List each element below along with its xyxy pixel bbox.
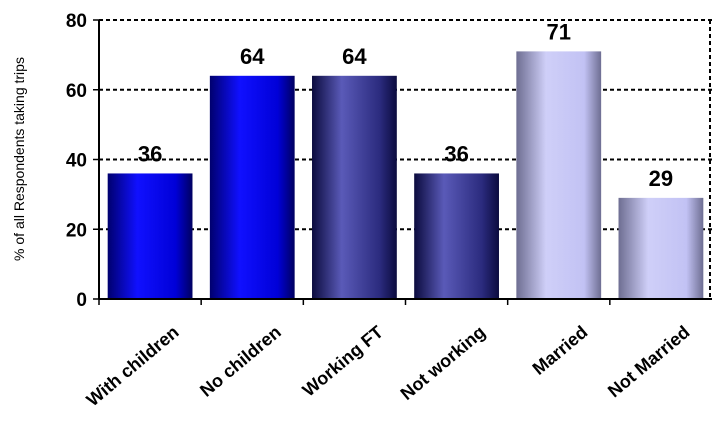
axes: [98, 20, 712, 305]
y-tick-label: 20: [66, 220, 87, 241]
bar: [516, 51, 602, 300]
y-tick-label: 60: [66, 81, 87, 102]
data-label: 64: [240, 44, 265, 69]
x-tick-label: Working FT: [299, 322, 387, 401]
bar: [312, 75, 397, 299]
data-label: 29: [649, 166, 673, 191]
data-label: 71: [547, 19, 571, 44]
x-tick-label: With children: [83, 322, 183, 410]
data-label: 64: [342, 44, 367, 69]
bars: [107, 51, 704, 300]
y-tick-label: 80: [66, 11, 87, 32]
x-tick-label: No children: [196, 322, 285, 401]
y-tick-label: 0: [76, 290, 87, 311]
bar: [209, 75, 295, 299]
y-tick-label: 40: [66, 151, 87, 172]
bar: [618, 197, 704, 299]
data-label: 36: [138, 141, 162, 166]
bar: [414, 173, 499, 299]
y-tick-labels: 0 20 40 60 80: [66, 11, 87, 311]
x-tick-labels: With children No children Working FT Not wo…: [83, 322, 694, 410]
x-tick-label: Not Married: [604, 322, 693, 402]
y-axis-label: % of all Respondents taking trips: [11, 57, 27, 261]
x-tick-label: Married: [529, 322, 592, 379]
bar: [107, 173, 193, 299]
data-label: 36: [444, 141, 468, 166]
data-labels: 36 64 64 36 71 29: [138, 19, 673, 190]
x-tick-label: Not working: [397, 322, 490, 404]
